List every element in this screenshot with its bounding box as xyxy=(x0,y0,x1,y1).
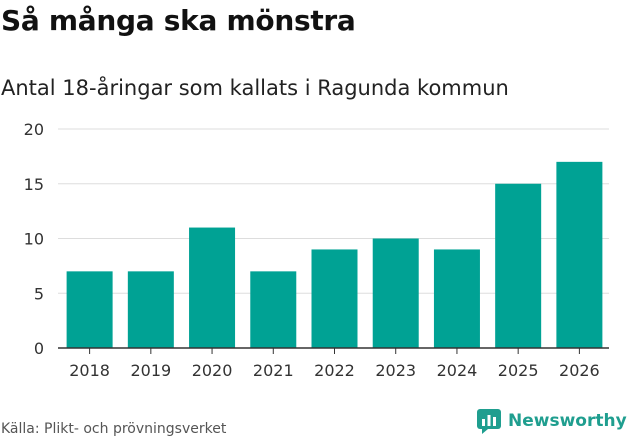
x-tick-label: 2021 xyxy=(253,361,294,380)
chart-subtitle: Antal 18-åringar som kallats i Ragunda k… xyxy=(1,76,509,100)
x-tick-label: 2025 xyxy=(498,361,539,380)
bar xyxy=(250,271,297,348)
y-tick-label: 0 xyxy=(34,339,44,358)
bar xyxy=(189,227,236,348)
x-tick-label: 2024 xyxy=(437,361,478,380)
bar xyxy=(372,238,419,348)
x-tick-label: 2026 xyxy=(559,361,600,380)
chart-title: Så många ska mönstra xyxy=(1,4,356,37)
y-tick-label: 20 xyxy=(24,120,44,139)
x-tick-label: 2023 xyxy=(375,361,416,380)
bar xyxy=(311,249,358,348)
bar xyxy=(127,271,174,348)
bar xyxy=(556,161,603,348)
x-tick-label: 2019 xyxy=(130,361,171,380)
bar-chart: 0 5 10 15 20 2018 2019 2020 2021 2022 2023 2024 2025… xyxy=(24,120,609,380)
y-tick-label: 5 xyxy=(34,284,44,303)
newsworthy-logo-icon xyxy=(477,409,501,434)
bar xyxy=(433,249,480,348)
x-tick-label: 2020 xyxy=(192,361,233,380)
bar xyxy=(495,183,542,348)
y-tick-label: 15 xyxy=(24,175,44,194)
x-tick-label: 2018 xyxy=(69,361,110,380)
source-note: Källa: Plikt- och prövningsverket xyxy=(1,421,227,437)
bar xyxy=(66,271,113,348)
y-tick-label: 10 xyxy=(24,230,44,249)
newsworthy-brand: Newsworthy xyxy=(476,408,627,434)
brand-name: Newsworthy xyxy=(508,411,627,431)
x-tick-label: 2022 xyxy=(314,361,355,380)
